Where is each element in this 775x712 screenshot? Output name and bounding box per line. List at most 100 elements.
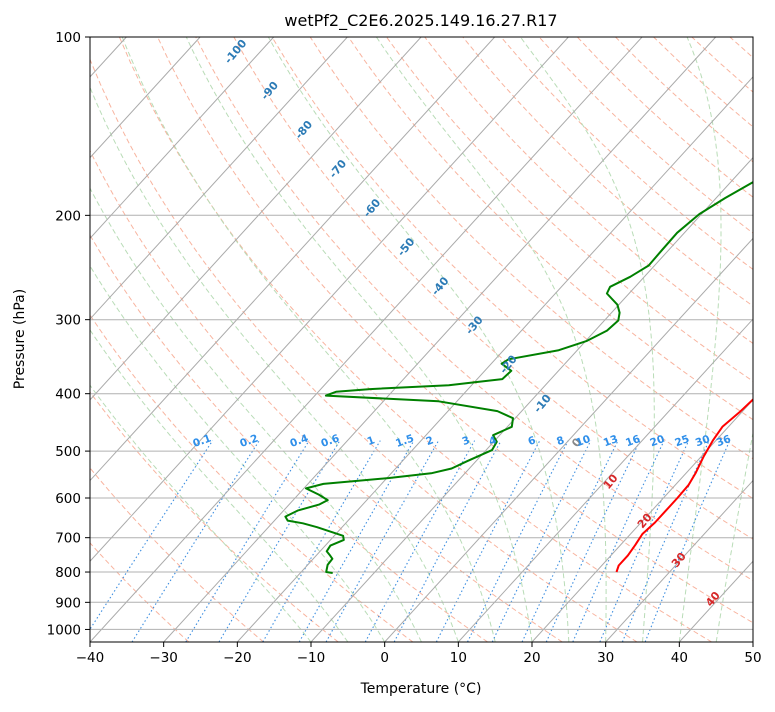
mixing-ratio-label: 0.6 [319,432,341,450]
chart-title: wetPf2_C2E6.2025.149.16.27.R17 [284,11,557,31]
mixing-ratio-label: 8 [555,434,566,448]
y-axis-label: Pressure (hPa) [12,289,28,389]
mixing-ratio-label: 2 [424,434,435,448]
x-tick-label: 20 [523,650,540,666]
isotherm [532,37,775,642]
mixing-ratio-line [186,441,309,642]
mixing-ratio-line [263,441,381,642]
mixing-ratio-label: 13 [602,433,620,449]
y-tick-label: 100 [55,30,81,46]
mixing-ratio-label: 16 [624,433,642,449]
mixing-ratio-line [436,441,539,642]
dry-adiabat [654,37,775,642]
x-tick-label: −40 [76,650,105,666]
dry-adiabat-label: -20 [497,352,520,376]
dry-adiabat [0,37,413,642]
mixing-ratio-line [600,441,689,642]
mixing-ratio-label: 1.5 [394,432,416,450]
dry-adiabat [158,37,775,642]
mixing-ratio-label: 4 [487,434,498,448]
moist-adiabat [376,37,606,642]
y-tick-label: 1000 [47,622,81,638]
mixing-ratio-line [645,441,730,642]
mixing-ratio-line [468,441,569,642]
y-tick-label: 700 [55,531,81,547]
mixing-ratio-label: 20 [648,433,666,449]
y-tick-label: 600 [55,491,81,507]
y-tick-label: 900 [55,595,81,611]
mixing-ratio-label: 25 [673,433,691,449]
x-tick-label: −20 [223,650,252,666]
y-tick-label: 500 [55,444,81,460]
mixing-ratio-label: 3 [461,434,472,448]
y-axis: 100 200 300 400 500 600 700 800 900 1000 [47,30,90,638]
x-tick-label: 30 [597,650,614,666]
dry-adiabat-label: -30 [463,313,486,337]
x-tick-label: 10 [450,650,467,666]
isotherm [458,37,775,642]
dry-adiabat-label: -50 [395,235,418,259]
dry-adiabat [0,37,189,642]
mixing-ratio-line [219,441,340,642]
isotherm [0,37,421,642]
dry-adiabat [0,37,338,642]
mixing-ratio-label: 10 [574,433,592,449]
mixing-ratio-label: 0.4 [288,432,310,450]
moist-adiabat [0,37,348,642]
dry-adiabat-label: 30 [669,550,689,570]
moist-adiabat [679,37,721,642]
dry-adiabat-label: 10 [601,471,621,491]
mixing-ratio-line [132,441,259,642]
dry-adiabat [272,37,775,642]
dry-adiabat [425,37,775,642]
mixing-ratio-line [394,441,501,642]
dewpoint-profile-line [285,37,775,573]
isotherm [16,37,568,642]
isotherm [90,37,642,642]
dry-adiabat [539,37,775,642]
y-tick-label: 300 [55,313,81,329]
dry-adiabat-label: -70 [327,157,350,181]
dry-adiabat [692,37,775,642]
x-axis-label: Temperature (°C) [360,681,482,697]
dry-adiabat-label: 40 [703,589,723,609]
mixing-ratio-label: 0.1 [191,432,213,450]
profile-series [285,37,775,573]
mixing-ratio-line [82,441,213,642]
dry-adiabat-label: -80 [292,118,315,142]
x-tick-label: 50 [744,650,761,666]
mixing-ratio-label: 1 [365,434,376,448]
x-tick-label: −30 [149,650,178,666]
isotherm [753,37,775,642]
dry-adiabat [387,37,775,642]
y-tick-label: 400 [55,387,81,403]
mixing-ratio-line [365,441,474,642]
dry-adiabat-label: -10 [531,392,554,416]
dry-adiabat [463,37,775,642]
dry-adiabat-label: -40 [429,274,452,298]
x-tick-label: 0 [380,650,389,666]
moist-adiabat [716,37,775,642]
dry-adiabat-label: 20 [635,511,655,531]
dry-adiabat-label: -100 [222,37,250,67]
moist-adiabat [29,37,422,642]
dry-adiabat [0,37,264,642]
isotherm [0,37,200,642]
dry-adiabat-label: -90 [258,79,281,103]
dry-adiabat [577,37,775,642]
background-lines [0,37,775,642]
dry-adiabat [119,37,711,642]
mixing-ratio-line [522,441,618,642]
dry-adiabat [730,37,775,642]
dry-adiabat-label: -60 [361,196,384,220]
y-tick-label: 200 [55,208,81,224]
mixing-ratio-line [546,441,640,642]
isotherm [0,37,347,642]
mixing-ratio-line [299,441,414,642]
y-tick-label: 800 [55,565,81,581]
x-tick-label: −10 [297,650,326,666]
mixing-ratio-label: 6 [526,434,537,448]
